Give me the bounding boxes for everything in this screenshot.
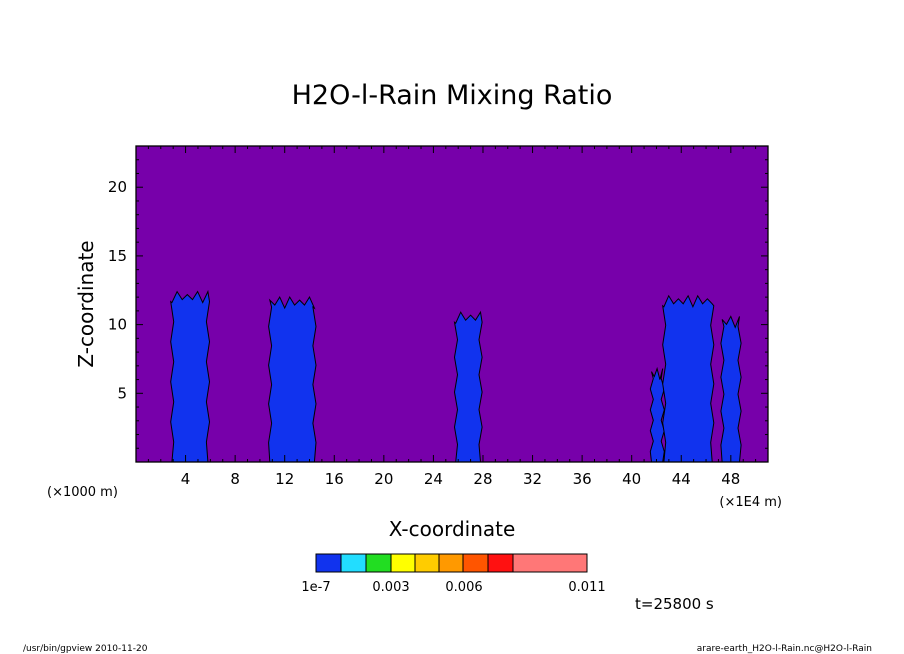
x-tick-label-8: 8: [230, 470, 240, 488]
colorbar-swatch-5: [414, 553, 440, 573]
x-tick-label-4: 4: [181, 470, 191, 488]
rain-cell-5: [662, 294, 715, 463]
colorbar-swatch-2: [340, 553, 367, 573]
colorbar-swatch-8: [487, 553, 514, 573]
x-tick-label-24: 24: [424, 470, 443, 488]
footer-left: /usr/bin/gpview 2010-11-20: [23, 644, 148, 654]
rain-cell-1: [170, 289, 211, 463]
plot-area: [135, 145, 769, 463]
colorbar: [315, 553, 588, 573]
colorbar-swatch-1: [315, 553, 342, 573]
rain-cell-3: [453, 310, 483, 463]
colorbar-swatch-7: [462, 553, 489, 573]
x-tick-label-16: 16: [325, 470, 344, 488]
x-tick-label-32: 32: [523, 470, 542, 488]
x-tick-label-20: 20: [374, 470, 393, 488]
y-tick-label-5: 5: [117, 384, 127, 402]
rain-cell-6: [720, 315, 742, 463]
y-tick-label-15: 15: [108, 247, 127, 265]
y-tick-label-20: 20: [108, 178, 127, 196]
colorbar-label-2: 0.003: [372, 580, 409, 595]
colorbar-swatch-4: [390, 553, 416, 573]
x-tick-label-36: 36: [573, 470, 592, 488]
colorbar-label-3: 0.006: [445, 580, 482, 595]
x-axis-title: X-coordinate: [389, 517, 516, 541]
y-axis-title: Z-coordinate: [74, 240, 98, 367]
y-tick-label-10: 10: [108, 316, 127, 334]
colorbar-label-4: 0.011: [568, 580, 605, 595]
x-tick-label-28: 28: [473, 470, 492, 488]
plot-frame: [135, 145, 769, 463]
x-tick-label-40: 40: [622, 470, 641, 488]
x-tick-label-44: 44: [672, 470, 691, 488]
rain-cell-2: [268, 296, 317, 463]
x-unit-left: (×1000 m): [47, 485, 118, 500]
x-unit-right: (×1E4 m): [719, 495, 782, 510]
colorbar-swatch-9: [512, 553, 588, 573]
colorbar-swatch-6: [438, 553, 464, 573]
x-tick-label-48: 48: [721, 470, 740, 488]
time-label: t=25800 s: [635, 595, 714, 613]
colorbar-label-1: 1e-7: [301, 580, 330, 595]
colorbar-swatch-3: [365, 553, 392, 573]
chart-title: H2O-l-Rain Mixing Ratio: [292, 80, 613, 111]
x-tick-label-12: 12: [275, 470, 294, 488]
footer-right: arare-earth_H2O-l-Rain.nc@H2O-l-Rain: [697, 644, 872, 654]
rain-cell-4: [649, 366, 665, 463]
